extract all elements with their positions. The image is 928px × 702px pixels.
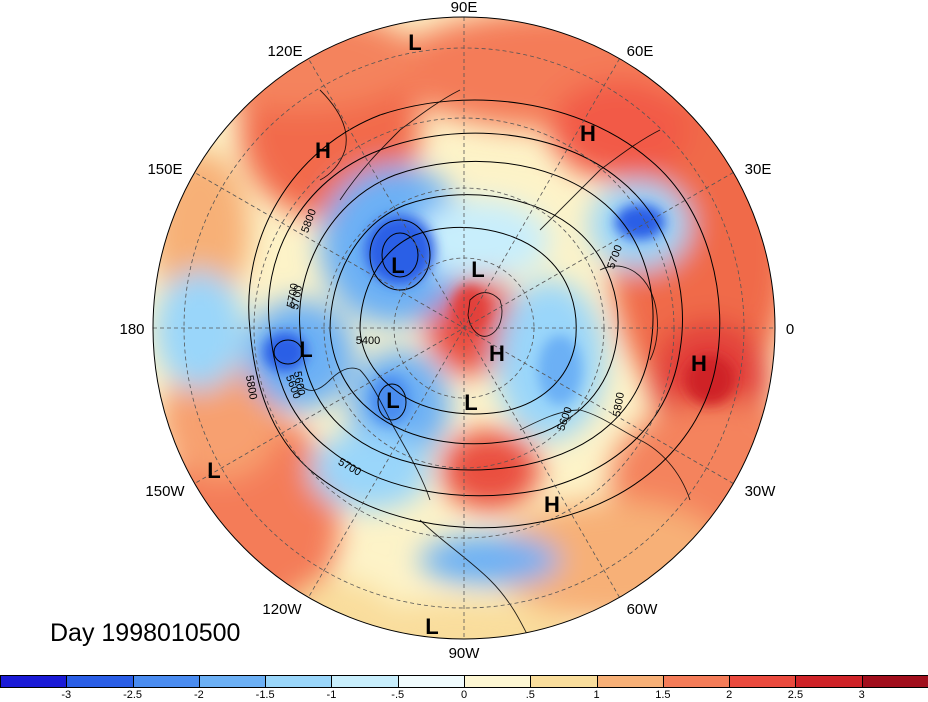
- lon-label-60e: 60E: [627, 43, 654, 60]
- day-title: Day 1998010500: [50, 619, 241, 647]
- high-center-marker: H: [315, 138, 331, 163]
- colorbar-tick-label: -1: [326, 689, 337, 701]
- lon-label-90e: 90E: [451, 0, 478, 16]
- low-center-marker: L: [391, 253, 404, 278]
- high-center-marker: H: [580, 121, 596, 146]
- low-center-marker: L: [425, 614, 438, 639]
- lon-label-90w: 90W: [449, 645, 481, 662]
- low-center-marker: L: [471, 257, 484, 282]
- graticule: [153, 17, 775, 639]
- lon-label-30e: 30E: [745, 161, 772, 178]
- lon-label-180: 180: [119, 321, 144, 338]
- lon-label-120e: 120E: [267, 43, 302, 60]
- contour-label: 5800: [243, 374, 259, 400]
- colorbar-swatch: [0, 675, 68, 688]
- lon-label-0: 0: [786, 321, 794, 338]
- map-border: [152, 16, 776, 640]
- colorbar-tick-label: .5: [525, 689, 535, 701]
- colorbar-tick-label: 2: [726, 689, 733, 701]
- colorbar-swatch: [198, 675, 267, 688]
- colorbar-tick-label: 3: [858, 689, 865, 701]
- colorbar-tick-label: 1.5: [655, 689, 671, 701]
- colorbar-tick-label: -2: [193, 689, 204, 701]
- colorbar-tick-label: 0: [460, 689, 468, 701]
- colorbar-tick-label: -1.5: [255, 689, 275, 701]
- colorbar-swatch: [861, 675, 928, 688]
- contour-label: 5800: [611, 391, 627, 417]
- colorbar-tick-label: 1: [593, 689, 600, 701]
- coastlines: [299, 89, 691, 639]
- colorbar-swatch: [662, 675, 731, 688]
- colorbar-swatch: [464, 675, 532, 688]
- contour-label: 5700: [285, 282, 301, 308]
- colorbar: -3 -2.5 -2 -1.5 -1 -.5 0 .5 1 1.5 2 2.5 3: [0, 675, 928, 702]
- colorbar-swatch: [530, 675, 598, 688]
- low-center-marker: L: [386, 388, 399, 413]
- low-center-marker: L: [464, 390, 477, 415]
- colorbar-swatch: [397, 675, 465, 688]
- colorbar-swatch: [596, 675, 664, 688]
- low-center-marker: L: [408, 30, 421, 55]
- colorbar-tick-label: -3: [61, 689, 72, 701]
- lon-label-150e: 150E: [147, 161, 182, 178]
- high-center-marker: H: [489, 341, 505, 366]
- low-center-marker: L: [299, 337, 312, 362]
- colorbar-swatch: [331, 675, 399, 688]
- high-center-marker: H: [691, 351, 707, 376]
- colorbar-tick-label: 2.5: [787, 689, 804, 701]
- contour-label: 5600: [291, 370, 307, 396]
- polar-map: 90E 60E 30E 0 30W 60W 90W 120W 150W 180 …: [119, 0, 794, 662]
- colorbar-tick-label: -.5: [391, 689, 405, 701]
- lon-label-150w: 150W: [145, 483, 185, 500]
- contour-label: 5700: [289, 284, 305, 310]
- colorbar-swatch: [795, 675, 863, 688]
- low-center-marker: L: [207, 458, 220, 483]
- lon-label-30w: 30W: [745, 483, 777, 500]
- colorbar-swatch: [729, 675, 797, 688]
- lon-label-60w: 60W: [627, 601, 659, 618]
- lon-label-120w: 120W: [262, 601, 302, 618]
- contour-label: 5400: [356, 335, 380, 347]
- high-center-marker: H: [544, 492, 560, 517]
- height-contours: [248, 99, 721, 529]
- colorbar-swatch: [66, 675, 134, 688]
- colorbar-swatch: [265, 675, 333, 688]
- colorbar-swatch: [132, 675, 200, 688]
- colorbar-tick-label: -2.5: [123, 689, 143, 701]
